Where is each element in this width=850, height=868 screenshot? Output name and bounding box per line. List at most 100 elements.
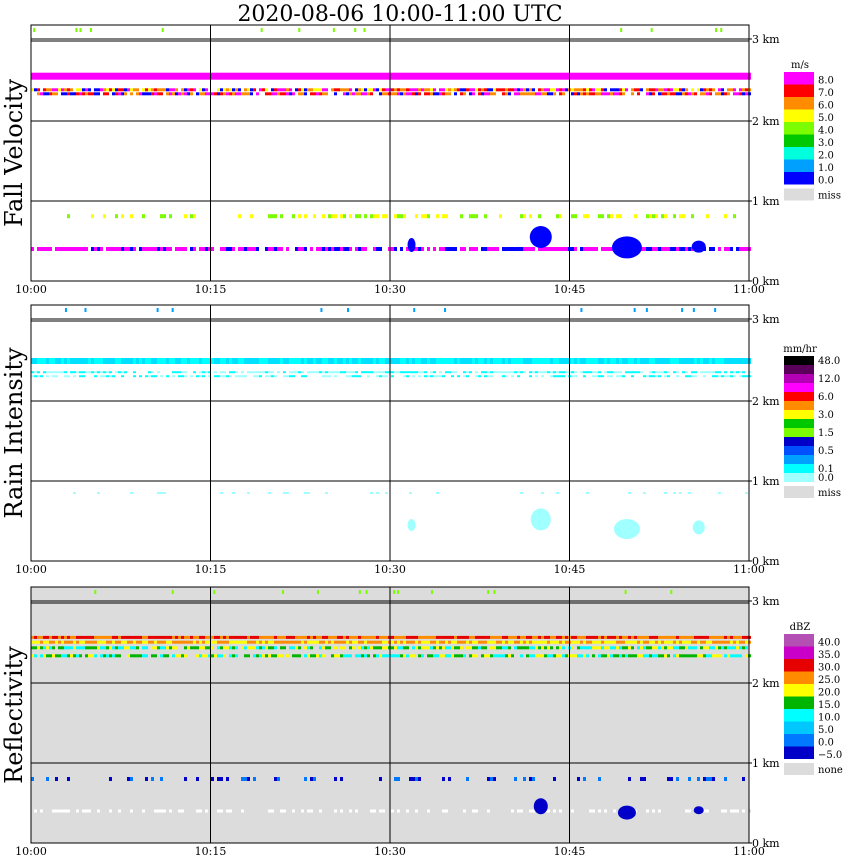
panel-1: 3 km 2 km 1 km 0 km 10:00 10:15 10:30 10:45 11:0… (0, 24, 841, 296)
legend-swatch (784, 721, 814, 734)
y-tick-label: 3 km (752, 313, 780, 326)
precip-echo-2 (613, 519, 640, 539)
data-band-1 (31, 635, 751, 639)
legend-label: 15.0 (818, 700, 840, 711)
x-tick-label: 10:00 (15, 283, 47, 296)
legend-swatch (784, 646, 814, 659)
legend-swatch (784, 383, 814, 392)
x-tick-label: 10:00 (15, 845, 47, 858)
legend-swatch (784, 134, 814, 147)
x-tick-label: 10:45 (554, 283, 586, 296)
legend-label: 0.0 (818, 473, 834, 484)
y-tick-label: 1 km (752, 475, 780, 488)
legend-label: 0.5 (818, 446, 834, 457)
data-band-5 (31, 777, 745, 781)
legend-label: −5.0 (818, 750, 842, 761)
legend-label: 6.0 (818, 101, 834, 112)
precip-echo-1 (529, 226, 552, 248)
data-band-3 (31, 375, 751, 378)
legend-label: 20.0 (818, 688, 840, 699)
legend-swatch (784, 401, 814, 410)
x-tick-label: 10:00 (15, 563, 47, 576)
precip-echo-3 (693, 806, 704, 815)
legend-swatch (784, 122, 814, 135)
legend-swatch (784, 746, 814, 759)
data-band-3 (31, 646, 748, 650)
legend-swatch (784, 709, 814, 722)
plot-frame (30, 586, 750, 844)
legend-label: 3.0 (818, 138, 834, 149)
legend-label: miss (818, 191, 841, 202)
legend-swatch (784, 172, 814, 185)
precip-echo-3 (691, 240, 706, 253)
y-tick-label: 0 km (752, 837, 780, 850)
legend-label: 2.0 (818, 151, 834, 162)
legend-swatch (784, 428, 814, 437)
legend-units: dBZ (790, 622, 811, 633)
legend-label: none (818, 765, 843, 776)
plot-frame (30, 304, 750, 562)
legend-label: 3.0 (818, 410, 834, 421)
top-speckles (64, 308, 717, 312)
legend-swatch (784, 410, 814, 419)
legend-label: 1.0 (818, 163, 834, 174)
x-tick-label: 10:15 (195, 845, 227, 858)
legend-label: 48.0 (818, 356, 840, 367)
legend-label: 0.0 (818, 738, 834, 749)
legend-units: m/s (791, 60, 809, 71)
data-band-4 (73, 492, 748, 494)
legend-label: 35.0 (818, 650, 840, 661)
legend-swatch (784, 696, 814, 709)
data-band-4 (31, 654, 751, 658)
legend-label: 10.0 (818, 713, 840, 724)
legend-swatch (784, 419, 814, 428)
legend-label: 4.0 (818, 126, 834, 137)
legend-swatch (784, 455, 814, 464)
y-axis-title: Fall Velocity (0, 79, 28, 228)
legend-label: 0.0 (818, 176, 834, 187)
x-tick-label: 10:30 (374, 283, 406, 296)
x-tick-label: 11:00 (733, 563, 765, 576)
y-tick-label: 2 km (752, 395, 780, 408)
x-tick-label: 10:15 (195, 283, 227, 296)
y-tick-label: 1 km (752, 757, 780, 770)
x-tick-label: 10:30 (374, 845, 406, 858)
legend-swatch (784, 684, 814, 697)
top-speckles (94, 590, 673, 594)
y-tick-label: 0 km (752, 275, 780, 288)
legend-swatch (784, 473, 814, 482)
legend-swatch (784, 486, 814, 498)
precip-echo-2 (611, 236, 642, 259)
legend-swatch (784, 464, 814, 473)
legend-label: 5.0 (818, 725, 834, 736)
precip-echo-1 (530, 508, 551, 531)
y-tick-label: 3 km (752, 33, 780, 46)
legend-label: 6.0 (818, 392, 834, 403)
data-band-1 (31, 358, 751, 364)
legend-label: 7.0 (818, 88, 834, 99)
top-speckles (33, 28, 723, 32)
data-band-2 (31, 371, 751, 374)
legend-swatch (784, 159, 814, 172)
data-band-3 (37, 92, 751, 96)
page-title: 2020-08-06 10:00-11:00 UTC (237, 2, 563, 27)
legend-swatch (784, 437, 814, 446)
legend-swatch (784, 147, 814, 160)
x-tick-label: 10:15 (195, 563, 227, 576)
legend-label: 5.0 (818, 113, 834, 124)
panel-2: 3 km 2 km 1 km 0 km 10:00 10:15 10:30 10:45 11:0… (0, 304, 841, 576)
y-axis-title: Reflectivity (0, 646, 28, 784)
data-band-4 (67, 214, 736, 219)
legend-swatch (784, 188, 814, 201)
y-tick-label: 1 km (752, 195, 780, 208)
x-tick-label: 10:45 (554, 563, 586, 576)
plot-frame (30, 24, 750, 282)
precip-echo-4 (407, 238, 416, 252)
legend-swatch (784, 392, 814, 401)
legend-label: 8.0 (818, 76, 834, 87)
x-tick-label: 11:00 (733, 845, 765, 858)
y-axis-title: Rain Intensity (0, 347, 28, 519)
y-tick-label: 3 km (752, 595, 780, 608)
legend-swatch (784, 374, 814, 383)
